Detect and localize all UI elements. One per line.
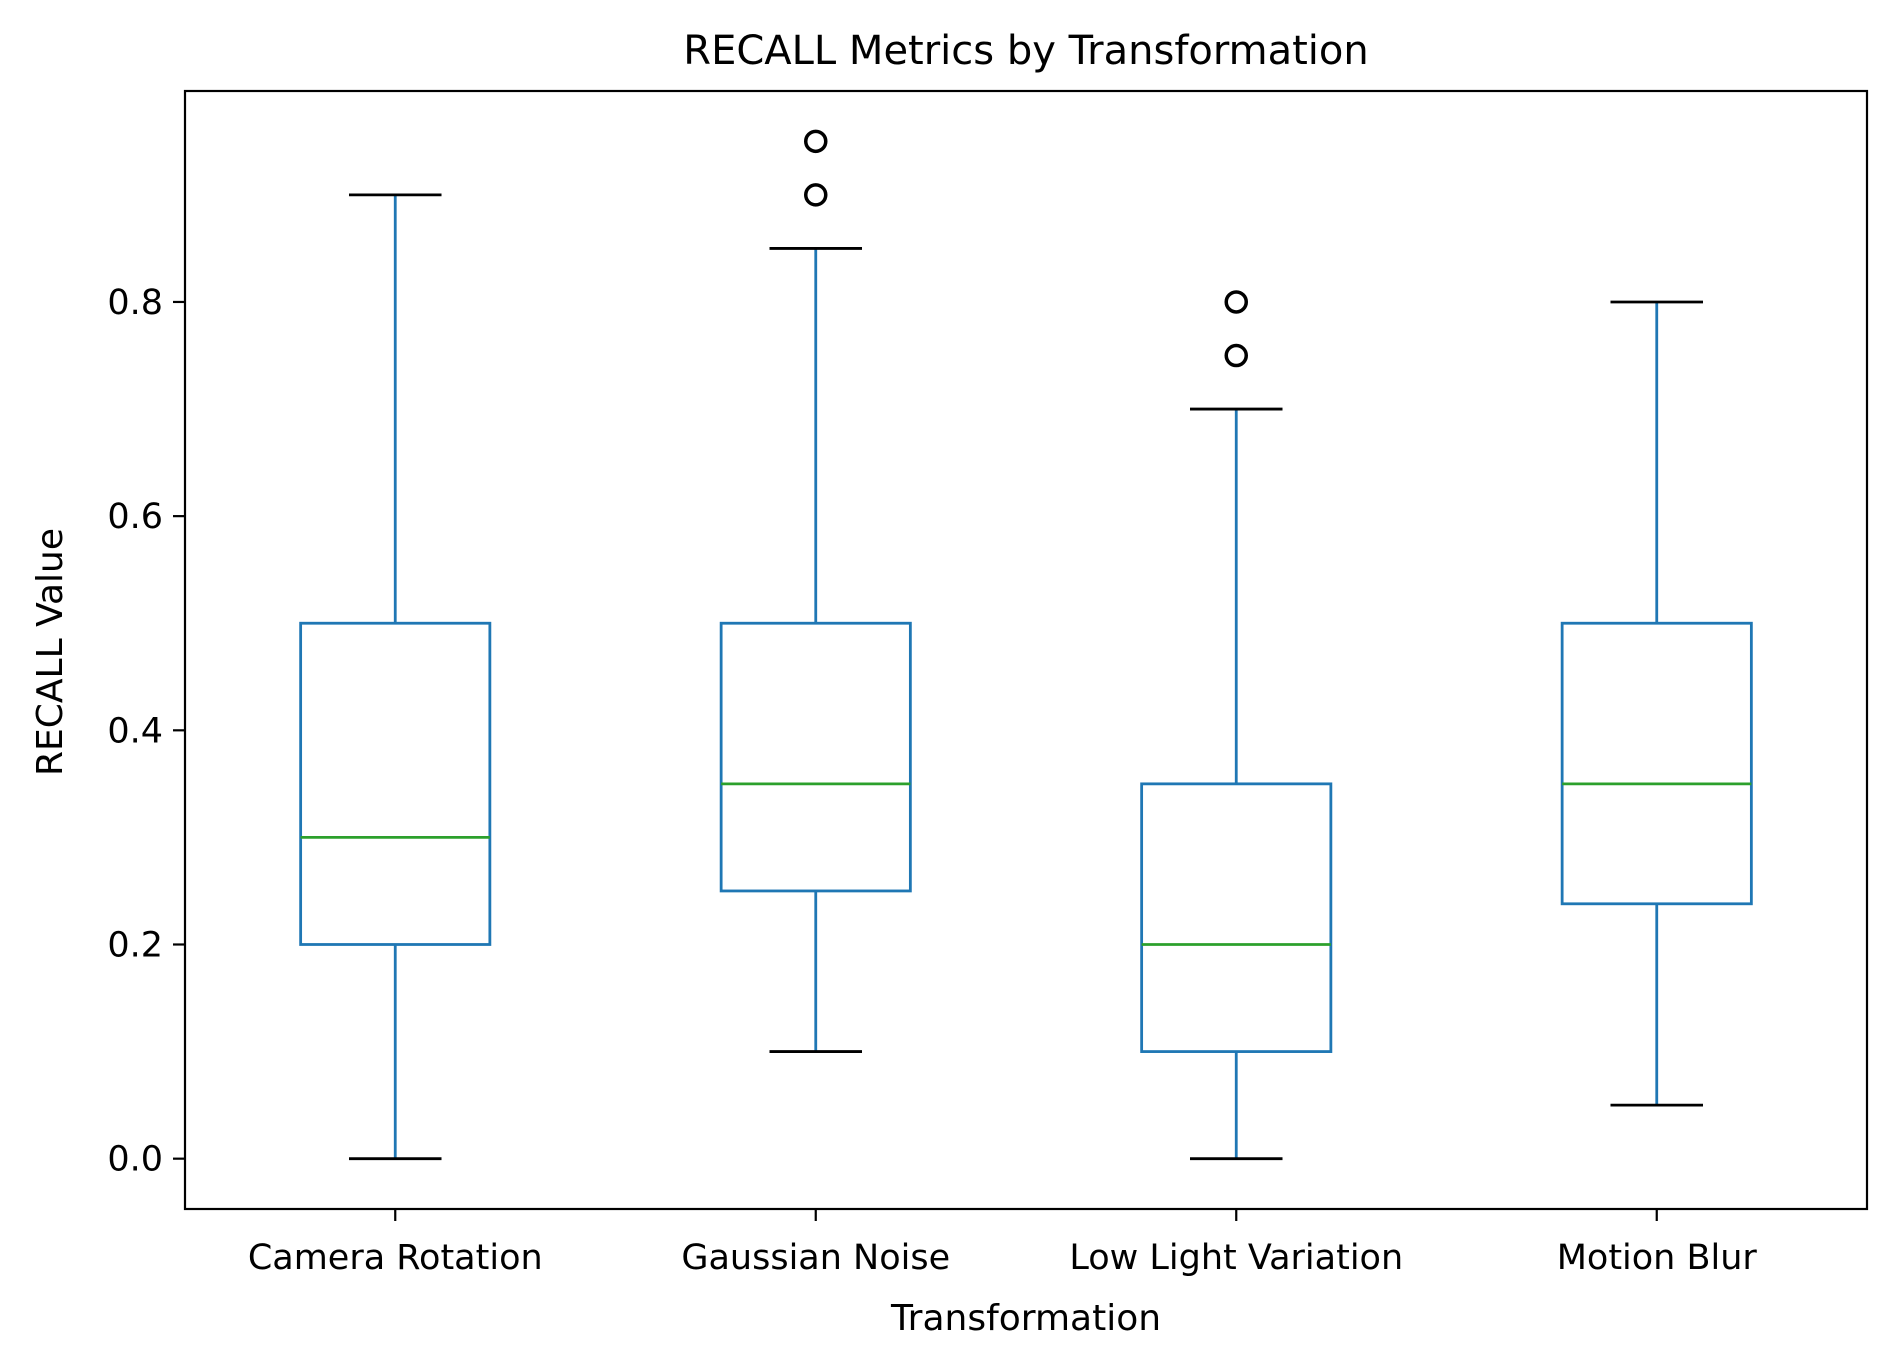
plot-frame xyxy=(183,89,1869,1211)
box-iqr xyxy=(1560,621,1753,906)
box-iqr xyxy=(299,621,492,946)
outlier-point xyxy=(1224,343,1248,368)
y-tick-label: 0.2 xyxy=(107,925,163,965)
x-tick-label: Gaussian Noise xyxy=(681,1238,950,1278)
outlier-point xyxy=(1224,290,1248,314)
outlier-point xyxy=(804,183,828,207)
y-tick-label: 0.6 xyxy=(107,497,163,537)
y-tick-label: 0.0 xyxy=(107,1140,163,1180)
y-tick-label: 0.8 xyxy=(107,283,163,323)
x-axis-label: Transformation xyxy=(890,1298,1161,1339)
outlier-point xyxy=(804,129,828,154)
plot-area: 0.0 0.2 0.4 0.6 0.8 Camera Rotation Gaussian N… xyxy=(107,129,1758,1278)
x-tick-label: Camera Rotation xyxy=(248,1238,543,1278)
y-tick-label: 0.4 xyxy=(107,711,163,751)
x-tick-label: Low Light Variation xyxy=(1069,1238,1403,1278)
x-tick-label: Motion Blur xyxy=(1557,1238,1758,1278)
y-axis-label: RECALL Value xyxy=(30,528,71,776)
box-iqr xyxy=(719,621,912,893)
chart-title: RECALL Metrics by Transformation xyxy=(683,28,1368,74)
box-iqr xyxy=(1140,782,1333,1053)
